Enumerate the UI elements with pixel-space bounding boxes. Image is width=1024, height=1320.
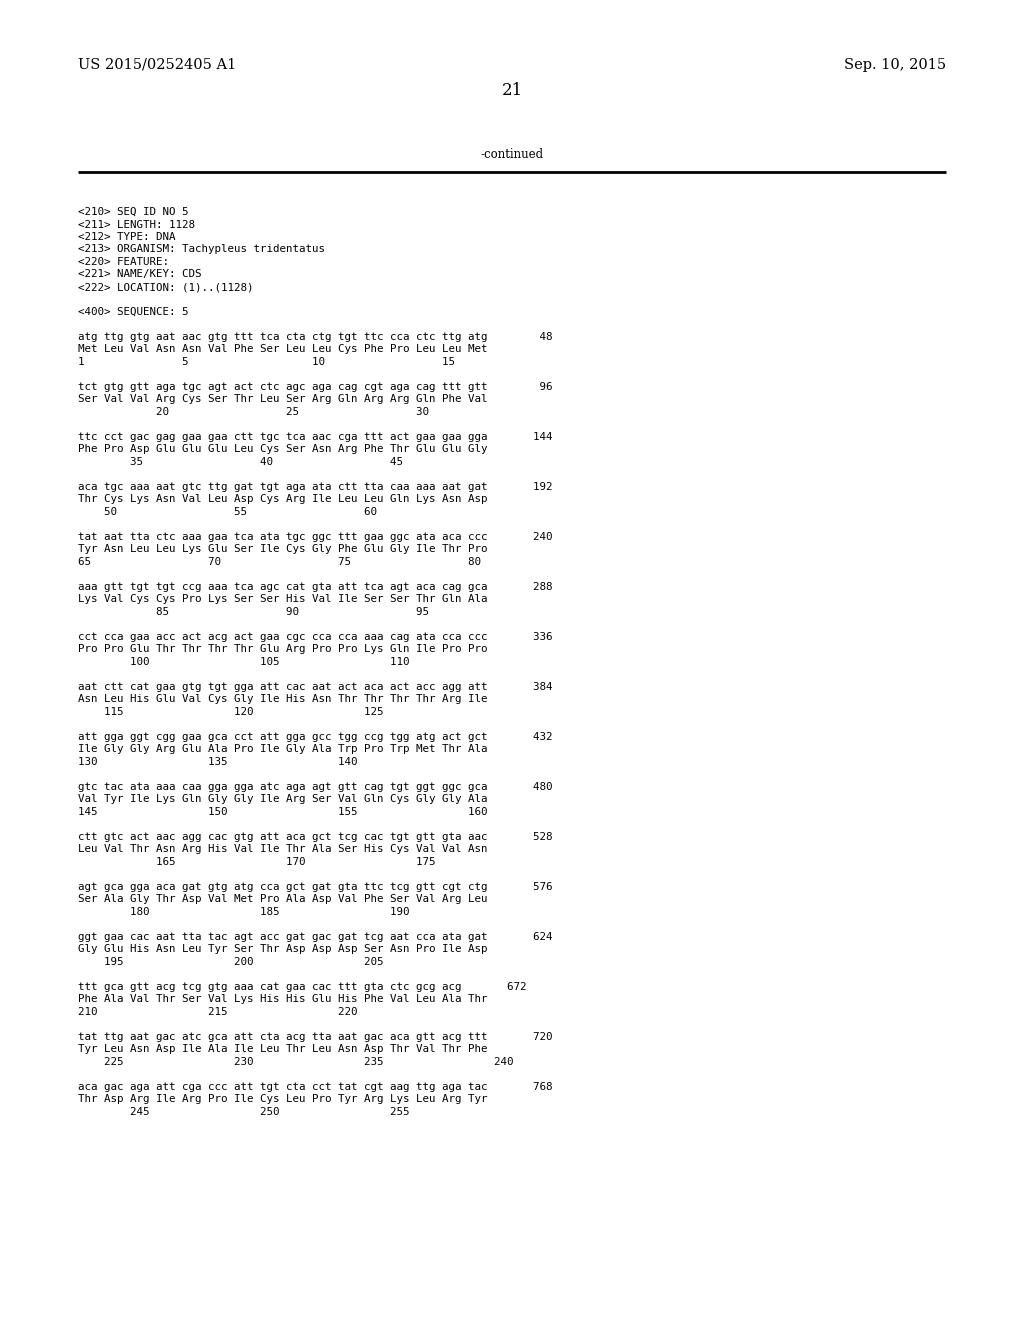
Text: aca gac aga att cga ccc att tgt cta cct tat cgt aag ttg aga tac       768: aca gac aga att cga ccc att tgt cta cct … — [78, 1082, 553, 1092]
Text: Ser Val Val Arg Cys Ser Thr Leu Ser Arg Gln Arg Arg Gln Phe Val: Ser Val Val Arg Cys Ser Thr Leu Ser Arg … — [78, 395, 487, 404]
Text: 245                 250                 255: 245 250 255 — [78, 1107, 410, 1117]
Text: agt gca gga aca gat gtg atg cca gct gat gta ttc tcg gtt cgt ctg       576: agt gca gga aca gat gtg atg cca gct gat … — [78, 882, 553, 892]
Text: Ser Ala Gly Thr Asp Val Met Pro Ala Asp Val Phe Ser Val Arg Leu: Ser Ala Gly Thr Asp Val Met Pro Ala Asp … — [78, 895, 487, 904]
Text: 85                  90                  95: 85 90 95 — [78, 607, 429, 616]
Text: tat ttg aat gac atc gca att cta acg tta aat gac aca gtt acg ttt       720: tat ttg aat gac atc gca att cta acg tta … — [78, 1032, 553, 1041]
Text: Phe Pro Asp Glu Glu Glu Leu Cys Ser Asn Arg Phe Thr Glu Glu Gly: Phe Pro Asp Glu Glu Glu Leu Cys Ser Asn … — [78, 445, 487, 454]
Text: ttt gca gtt acg tcg gtg aaa cat gaa cac ttt gta ctc gcg acg       672: ttt gca gtt acg tcg gtg aaa cat gaa cac … — [78, 982, 526, 993]
Text: <220> FEATURE:: <220> FEATURE: — [78, 257, 169, 267]
Text: ggt gaa cac aat tta tac agt acc gat gac gat tcg aat cca ata gat       624: ggt gaa cac aat tta tac agt acc gat gac … — [78, 932, 553, 942]
Text: 115                 120                 125: 115 120 125 — [78, 708, 384, 717]
Text: Tyr Asn Leu Leu Lys Glu Ser Ile Cys Gly Phe Glu Gly Ile Thr Pro: Tyr Asn Leu Leu Lys Glu Ser Ile Cys Gly … — [78, 544, 487, 554]
Text: 225                 230                 235                 240: 225 230 235 240 — [78, 1057, 513, 1067]
Text: 130                 135                 140: 130 135 140 — [78, 756, 357, 767]
Text: <222> LOCATION: (1)..(1128): <222> LOCATION: (1)..(1128) — [78, 282, 254, 292]
Text: <210> SEQ ID NO 5: <210> SEQ ID NO 5 — [78, 207, 188, 216]
Text: 50                  55                  60: 50 55 60 — [78, 507, 377, 517]
Text: tat aat tta ctc aaa gaa tca ata tgc ggc ttt gaa ggc ata aca ccc       240: tat aat tta ctc aaa gaa tca ata tgc ggc … — [78, 532, 553, 543]
Text: att gga ggt cgg gaa gca cct att gga gcc tgg ccg tgg atg act gct       432: att gga ggt cgg gaa gca cct att gga gcc … — [78, 733, 553, 742]
Text: -continued: -continued — [480, 148, 544, 161]
Text: 145                 150                 155                 160: 145 150 155 160 — [78, 807, 487, 817]
Text: 21: 21 — [502, 82, 522, 99]
Text: ttc cct gac gag gaa gaa ctt tgc tca aac cga ttt act gaa gaa gga       144: ttc cct gac gag gaa gaa ctt tgc tca aac … — [78, 432, 553, 442]
Text: aaa gtt tgt tgt ccg aaa tca agc cat gta att tca agt aca cag gca       288: aaa gtt tgt tgt ccg aaa tca agc cat gta … — [78, 582, 553, 591]
Text: Sep. 10, 2015: Sep. 10, 2015 — [844, 58, 946, 73]
Text: atg ttg gtg aat aac gtg ttt tca cta ctg tgt ttc cca ctc ttg atg        48: atg ttg gtg aat aac gtg ttt tca cta ctg … — [78, 333, 553, 342]
Text: Pro Pro Glu Thr Thr Thr Thr Glu Arg Pro Pro Lys Gln Ile Pro Pro: Pro Pro Glu Thr Thr Thr Thr Glu Arg Pro … — [78, 644, 487, 655]
Text: tct gtg gtt aga tgc agt act ctc agc aga cag cgt aga cag ttt gtt        96: tct gtg gtt aga tgc agt act ctc agc aga … — [78, 381, 553, 392]
Text: aca tgc aaa aat gtc ttg gat tgt aga ata ctt tta caa aaa aat gat       192: aca tgc aaa aat gtc ttg gat tgt aga ata … — [78, 482, 553, 492]
Text: Val Tyr Ile Lys Gln Gly Gly Ile Arg Ser Val Gln Cys Gly Gly Ala: Val Tyr Ile Lys Gln Gly Gly Ile Arg Ser … — [78, 795, 487, 804]
Text: 20                  25                  30: 20 25 30 — [78, 407, 429, 417]
Text: <212> TYPE: DNA: <212> TYPE: DNA — [78, 232, 175, 242]
Text: aat ctt cat gaa gtg tgt gga att cac aat act aca act acc agg att       384: aat ctt cat gaa gtg tgt gga att cac aat … — [78, 682, 553, 692]
Text: Leu Val Thr Asn Arg His Val Ile Thr Ala Ser His Cys Val Val Asn: Leu Val Thr Asn Arg His Val Ile Thr Ala … — [78, 845, 487, 854]
Text: 195                 200                 205: 195 200 205 — [78, 957, 384, 968]
Text: <221> NAME/KEY: CDS: <221> NAME/KEY: CDS — [78, 269, 202, 280]
Text: Asn Leu His Glu Val Cys Gly Ile His Asn Thr Thr Thr Thr Arg Ile: Asn Leu His Glu Val Cys Gly Ile His Asn … — [78, 694, 487, 705]
Text: Ile Gly Gly Arg Glu Ala Pro Ile Gly Ala Trp Pro Trp Met Thr Ala: Ile Gly Gly Arg Glu Ala Pro Ile Gly Ala … — [78, 744, 487, 755]
Text: 100                 105                 110: 100 105 110 — [78, 657, 410, 667]
Text: <400> SEQUENCE: 5: <400> SEQUENCE: 5 — [78, 308, 188, 317]
Text: <213> ORGANISM: Tachypleus tridentatus: <213> ORGANISM: Tachypleus tridentatus — [78, 244, 325, 255]
Text: US 2015/0252405 A1: US 2015/0252405 A1 — [78, 58, 237, 73]
Text: Met Leu Val Asn Asn Val Phe Ser Leu Leu Cys Phe Pro Leu Leu Met: Met Leu Val Asn Asn Val Phe Ser Leu Leu … — [78, 345, 487, 355]
Text: 210                 215                 220: 210 215 220 — [78, 1007, 357, 1016]
Text: 35                  40                  45: 35 40 45 — [78, 457, 403, 467]
Text: 65                  70                  75                  80: 65 70 75 80 — [78, 557, 481, 568]
Text: ctt gtc act aac agg cac gtg att aca gct tcg cac tgt gtt gta aac       528: ctt gtc act aac agg cac gtg att aca gct … — [78, 832, 553, 842]
Text: Gly Glu His Asn Leu Tyr Ser Thr Asp Asp Asp Ser Asn Pro Ile Asp: Gly Glu His Asn Leu Tyr Ser Thr Asp Asp … — [78, 945, 487, 954]
Text: 180                 185                 190: 180 185 190 — [78, 907, 410, 917]
Text: <211> LENGTH: 1128: <211> LENGTH: 1128 — [78, 219, 195, 230]
Text: Tyr Leu Asn Asp Ile Ala Ile Leu Thr Leu Asn Asp Thr Val Thr Phe: Tyr Leu Asn Asp Ile Ala Ile Leu Thr Leu … — [78, 1044, 487, 1055]
Text: Thr Asp Arg Ile Arg Pro Ile Cys Leu Pro Tyr Arg Lys Leu Arg Tyr: Thr Asp Arg Ile Arg Pro Ile Cys Leu Pro … — [78, 1094, 487, 1105]
Text: 1               5                   10                  15: 1 5 10 15 — [78, 356, 455, 367]
Text: Lys Val Cys Cys Pro Lys Ser Ser His Val Ile Ser Ser Thr Gln Ala: Lys Val Cys Cys Pro Lys Ser Ser His Val … — [78, 594, 487, 605]
Text: Phe Ala Val Thr Ser Val Lys His His Glu His Phe Val Leu Ala Thr: Phe Ala Val Thr Ser Val Lys His His Glu … — [78, 994, 487, 1005]
Text: 165                 170                 175: 165 170 175 — [78, 857, 435, 867]
Text: cct cca gaa acc act acg act gaa cgc cca cca aaa cag ata cca ccc       336: cct cca gaa acc act acg act gaa cgc cca … — [78, 632, 553, 642]
Text: gtc tac ata aaa caa gga gga atc aga agt gtt cag tgt ggt ggc gca       480: gtc tac ata aaa caa gga gga atc aga agt … — [78, 781, 553, 792]
Text: Thr Cys Lys Asn Val Leu Asp Cys Arg Ile Leu Leu Gln Lys Asn Asp: Thr Cys Lys Asn Val Leu Asp Cys Arg Ile … — [78, 495, 487, 504]
